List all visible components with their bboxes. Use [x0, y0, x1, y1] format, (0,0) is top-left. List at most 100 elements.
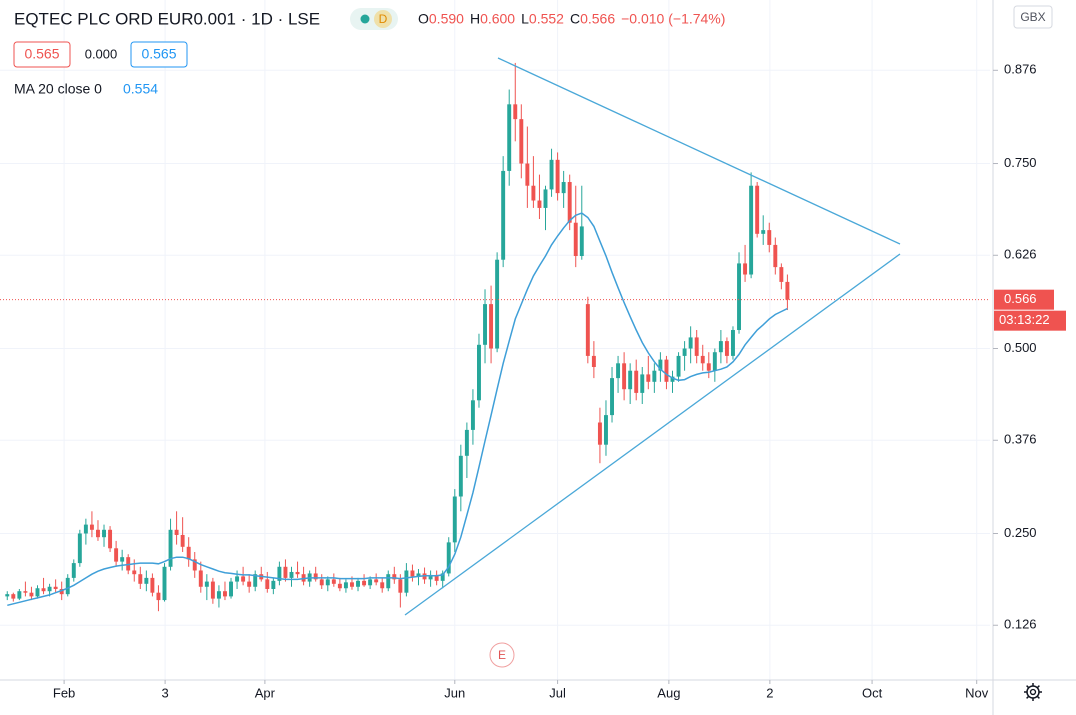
candle-body: [168, 529, 173, 567]
candle-body: [89, 524, 94, 530]
candle-body: [283, 566, 288, 578]
candle-body: [35, 588, 40, 597]
candle-body: [83, 524, 88, 534]
candle-body: [23, 591, 28, 593]
ma-legend: MA 20 close 0: [14, 81, 102, 97]
candle-body: [477, 344, 481, 401]
ma-line: [7, 212, 788, 607]
status-dot: [360, 14, 370, 24]
earnings-label: E: [498, 648, 506, 662]
candle-body: [198, 570, 203, 587]
candle-body: [253, 574, 258, 587]
y-tick-label: 0.126: [1004, 617, 1037, 632]
candle-body: [271, 580, 276, 589]
status-pill[interactable]: [350, 8, 398, 30]
candle-body: [749, 185, 754, 275]
marks: [0, 62, 990, 612]
ohlc-value: 0.552: [529, 11, 564, 27]
ohlc-value: 0.600: [480, 11, 515, 27]
candle-body: [392, 574, 397, 580]
buy-button[interactable]: [130, 41, 188, 68]
candle-body: [289, 571, 294, 578]
trendline-upper: [497, 57, 901, 245]
x-tick-label: Aug: [657, 685, 680, 700]
candle-body: [573, 222, 578, 257]
ohlc-key: O: [418, 11, 429, 27]
candle-body: [362, 580, 367, 586]
candle-body: [434, 574, 439, 581]
candle-body: [464, 429, 469, 456]
candle-body: [718, 341, 723, 353]
candle-body: [634, 370, 639, 393]
candle-body: [495, 259, 500, 349]
candle-body: [561, 182, 566, 194]
earnings-marker[interactable]: [489, 642, 515, 668]
candle-body: [277, 566, 282, 581]
candle-body: [779, 267, 784, 282]
candle-body: [737, 263, 741, 331]
x-tick-label: Feb: [53, 685, 75, 700]
ohlc-legend: O 0.590 H 0.600 L 0.552 C 0.566: [418, 11, 615, 27]
delay-dot: [374, 10, 392, 28]
candle-body: [186, 546, 191, 560]
change: −0.010 (−1.74%): [621, 11, 725, 27]
x-tick-label: Oct: [862, 685, 883, 700]
candle-body: [77, 533, 82, 564]
buy-price: 0.565: [141, 46, 176, 62]
candle-body: [785, 281, 790, 300]
candle-body: [513, 104, 518, 120]
candle-body: [743, 263, 748, 275]
candle-body: [180, 534, 185, 547]
candle-body: [658, 359, 663, 371]
settings-icon[interactable]: [1024, 683, 1042, 701]
sell-button[interactable]: [13, 41, 71, 68]
candle-body: [398, 579, 403, 593]
currency-button[interactable]: [1013, 5, 1053, 29]
x-tick-label: 2: [766, 685, 773, 700]
candle-body: [706, 363, 711, 371]
candle-body: [483, 304, 487, 345]
candle-body: [120, 557, 125, 562]
candle-body: [731, 330, 735, 356]
candle-body: [150, 577, 155, 593]
x-tick-label: Jul: [549, 685, 566, 700]
candle-body: [343, 582, 348, 589]
candle-body: [174, 529, 179, 535]
candle-body: [652, 370, 657, 382]
candle-body: [59, 588, 64, 595]
candle-body: [337, 583, 342, 589]
candle-body: [567, 182, 572, 223]
candle-body: [192, 559, 197, 571]
candle-body: [156, 592, 161, 601]
ohlc-value: 0.590: [429, 11, 464, 27]
candle-body: [229, 581, 233, 597]
candle-body: [17, 591, 22, 599]
candle-body: [319, 579, 324, 586]
candle-body: [96, 529, 100, 538]
gear-teeth: [1024, 683, 1042, 701]
candle-body: [5, 594, 10, 597]
x-tick-label: Apr: [255, 685, 276, 700]
candle-body: [646, 374, 651, 382]
candle-body: [138, 574, 143, 584]
chart-title: EQTEC PLC ORD EUR0.001 · 1D · LSE: [14, 9, 320, 28]
candle-body: [216, 591, 221, 599]
candle-body: [664, 359, 669, 382]
y-tick-label: 0.250: [1004, 525, 1037, 540]
last-price-label: 0.566: [1004, 291, 1037, 306]
candle-body: [640, 374, 645, 393]
candle-body: [682, 348, 687, 356]
candle-body: [585, 304, 590, 356]
candle-body: [525, 163, 530, 186]
candle-body: [519, 119, 524, 164]
candle-body: [65, 577, 70, 595]
candle-body: [47, 586, 52, 592]
candle-body: [555, 159, 560, 194]
candle-body: [543, 189, 548, 208]
candle-body: [767, 230, 772, 245]
candle-body: [712, 352, 717, 371]
last-price-box: [994, 289, 1054, 310]
ohlc-value: 0.566: [580, 11, 615, 27]
